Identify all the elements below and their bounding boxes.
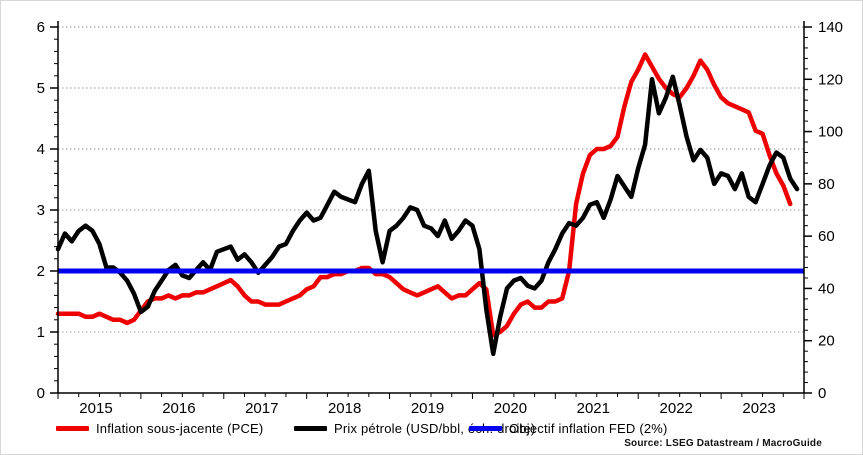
svg-text:2015: 2015 — [79, 400, 112, 417]
legend-label-oil: Prix pétrole (USD/bbl, éch. droite) — [334, 420, 536, 436]
svg-text:3: 3 — [37, 202, 45, 219]
series-lines — [55, 52, 804, 357]
svg-text:6: 6 — [37, 19, 45, 36]
x-axis: 2015 2016 2017 2018 2019 2020 2021 2022 2023 — [57, 392, 805, 417]
svg-text:5: 5 — [37, 80, 45, 97]
svg-text:2021: 2021 — [577, 400, 610, 417]
gridlines — [58, 26, 804, 333]
svg-text:60: 60 — [818, 228, 835, 245]
svg-text:100: 100 — [818, 124, 843, 141]
svg-text:2018: 2018 — [328, 400, 361, 417]
svg-text:120: 120 — [818, 71, 843, 88]
svg-text:0: 0 — [818, 385, 826, 402]
svg-text:2023: 2023 — [742, 400, 775, 417]
svg-text:1: 1 — [37, 324, 45, 341]
source-note: Source: LSEG Datastream / MacroGuide — [624, 438, 822, 449]
legend-label-inflation: Inflation sous-jacente (PCE) — [96, 420, 264, 436]
legend-swatch-1 — [294, 425, 327, 431]
svg-text:2019: 2019 — [411, 400, 444, 417]
svg-text:0: 0 — [37, 385, 45, 402]
oil-price-line — [55, 74, 800, 357]
inflation-line — [55, 52, 793, 338]
svg-text:2017: 2017 — [245, 400, 278, 417]
legend-swatch-2 — [469, 425, 502, 431]
legend-item-oil: Prix pétrole (USD/bbl, éch. droite) — [294, 420, 536, 436]
svg-text:2022: 2022 — [660, 400, 693, 417]
svg-text:4: 4 — [37, 141, 45, 158]
legend-label-fed-target: Objectif inflation FED (2%) — [509, 420, 668, 436]
svg-text:2020: 2020 — [494, 400, 527, 417]
svg-text:2: 2 — [37, 263, 45, 280]
left-axis: 0 1 2 3 4 5 6 — [37, 19, 59, 402]
svg-text:140: 140 — [818, 19, 843, 36]
legend-swatch-0 — [56, 425, 89, 431]
right-axis: 0 20 40 60 80 100 120 140 — [803, 19, 843, 402]
svg-text:20: 20 — [818, 333, 835, 350]
svg-text:40: 40 — [818, 280, 835, 297]
legend-item-fed-target: Objectif inflation FED (2%) — [469, 420, 668, 436]
legend-item-inflation: Inflation sous-jacente (PCE) — [56, 420, 264, 436]
svg-text:80: 80 — [818, 176, 835, 193]
svg-text:2016: 2016 — [162, 400, 195, 417]
